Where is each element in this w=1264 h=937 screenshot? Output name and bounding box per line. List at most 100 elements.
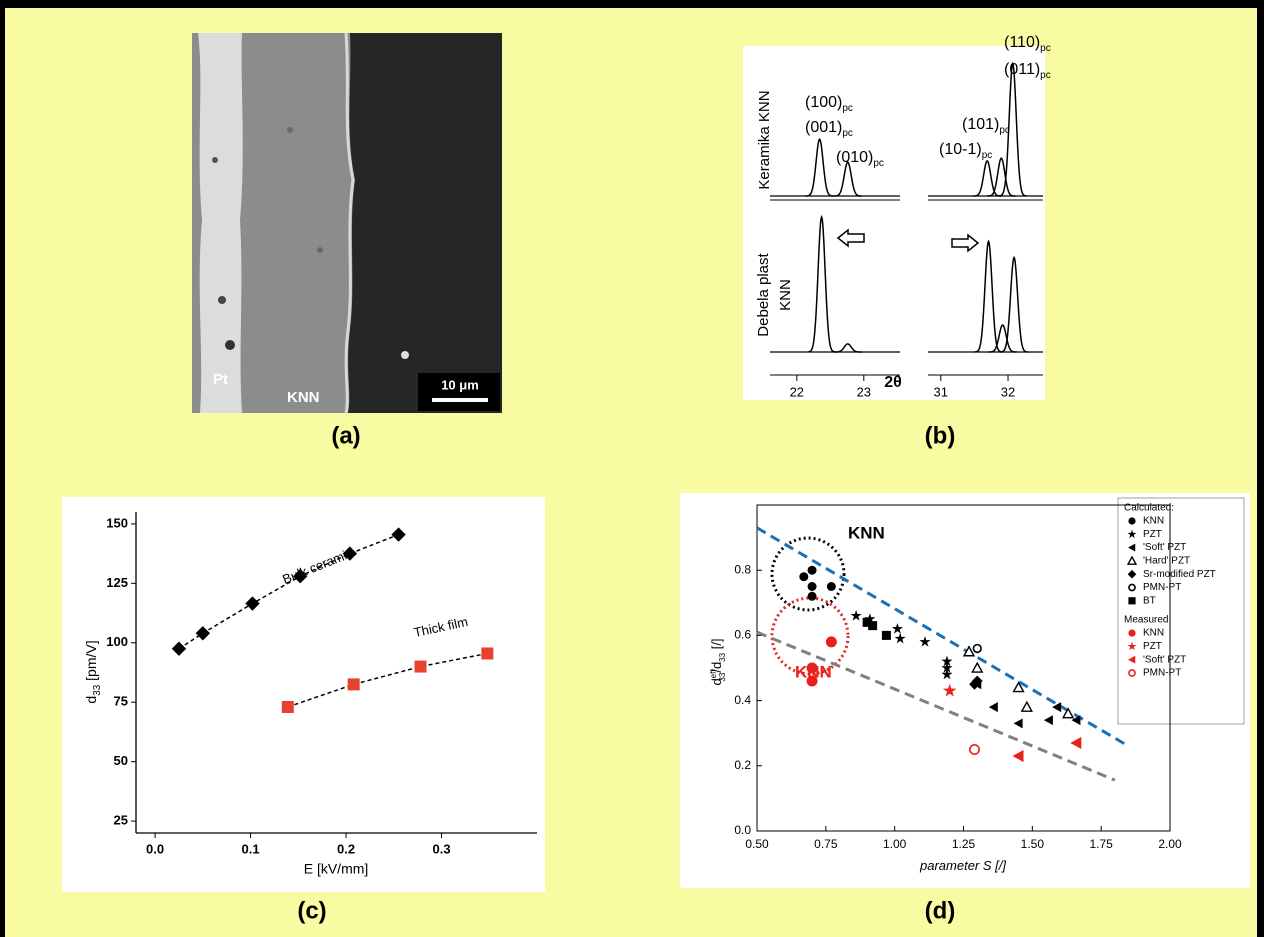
legend-marker	[1129, 584, 1135, 590]
legend	[1118, 498, 1244, 724]
figure: Pt KNN 10 μm (a) 22 23 31 32 Keramika KNN Deb…	[0, 0, 1264, 937]
y-tick-label: 75	[114, 694, 128, 709]
legend-marker	[1128, 517, 1135, 524]
marker	[826, 636, 837, 647]
legend-marker	[1129, 670, 1135, 676]
legend-label: 'Soft' PZT	[1143, 542, 1186, 553]
x-tick-label: 2.00	[1158, 837, 1182, 851]
legend-title: Calculated:	[1124, 503, 1174, 514]
x-axis-label: parameter S [/]	[919, 858, 1006, 873]
y-axis-label-part: [/]	[709, 638, 724, 652]
peak-label-part: pc	[873, 158, 884, 169]
peak-label-part: pc	[1040, 43, 1051, 54]
legend-label: KNN	[1143, 516, 1164, 527]
y-tick-label: 125	[106, 575, 128, 590]
peak-label-part: pc	[842, 103, 853, 114]
image-label: Pt	[213, 371, 228, 388]
scale-label: 10 μm	[441, 377, 479, 392]
legend-label: KNN	[1143, 628, 1164, 639]
annotation: KNN	[795, 662, 832, 681]
x-tick-label: 32	[1001, 384, 1015, 399]
legend-label: PMN-PT	[1143, 668, 1181, 679]
x-tick-label: 0.50	[745, 837, 769, 851]
marker	[868, 621, 877, 630]
x-axis-label-part: [/]	[992, 858, 1007, 873]
peak-label-part: pc	[1040, 70, 1051, 81]
peak-label-part: pc	[842, 128, 853, 139]
y-tick-label: 0.4	[734, 693, 751, 707]
caption: (c)	[297, 897, 326, 924]
marker	[808, 566, 817, 575]
peak-label-part: (10-1)	[939, 141, 982, 158]
x-tick-label: 22	[790, 384, 804, 399]
peak-label-part: pc	[999, 125, 1010, 136]
marker	[827, 582, 836, 591]
y-tick-label: 0.6	[734, 628, 751, 642]
y-tick-label: 0.2	[734, 758, 751, 772]
panel-b	[743, 46, 1045, 400]
x-axis-label-part: parameter	[919, 858, 983, 873]
peak-label-part: (010)	[836, 149, 873, 166]
marker	[808, 592, 817, 601]
marker	[799, 572, 808, 581]
peak-label-part: (001)	[805, 119, 842, 136]
x-axis-label: E [kV/mm]	[304, 861, 369, 877]
image-label: KNN	[287, 389, 320, 406]
y-tick-label: 25	[114, 813, 128, 828]
peak-label-part: (101)	[962, 116, 999, 133]
y-axis-label-part: /d	[709, 662, 724, 673]
x-tick-label: 0.1	[242, 841, 260, 856]
legend-label: PMN-PT	[1143, 582, 1181, 593]
legend-label: PZT	[1143, 529, 1162, 540]
row-label: Keramika KNN	[756, 90, 773, 189]
y-tick-label: 50	[114, 753, 128, 768]
caption: (a)	[331, 422, 360, 449]
x-tick-label: 0.3	[432, 841, 450, 856]
legend-label: BT	[1143, 595, 1156, 606]
x-tick-label: 23	[857, 384, 871, 399]
x-tick-label: 1.75	[1089, 837, 1113, 851]
y-tick-label: 100	[106, 634, 128, 649]
marker	[808, 582, 817, 591]
caption: (d)	[925, 897, 956, 924]
marker	[970, 745, 979, 754]
legend-marker	[1128, 630, 1135, 637]
peak-label-part: pc	[982, 150, 993, 161]
row-label: KNN	[777, 279, 794, 311]
sem-image: Pt KNN 10 μm	[192, 33, 502, 413]
caption: (b)	[925, 422, 956, 449]
y-tick-label: 0.8	[734, 562, 751, 576]
legend-label: Sr-modified PZT	[1143, 569, 1216, 580]
marker	[882, 631, 891, 640]
x-tick-label: 1.25	[952, 837, 976, 851]
legend-label: PZT	[1143, 641, 1162, 652]
peak-label-part: (011)	[1004, 61, 1040, 78]
marker	[282, 701, 294, 713]
peak-label-part: (100)	[805, 94, 842, 111]
y-tick-label: 0.0	[734, 823, 751, 837]
marker	[973, 645, 981, 653]
y-axis-label: deff33/d33 [/]	[709, 638, 727, 685]
x-tick-label: 1.00	[883, 837, 907, 851]
marker	[481, 647, 493, 659]
x-tick-label: 0.75	[814, 837, 838, 851]
legend-marker	[1128, 597, 1135, 604]
x-tick-label: 31	[934, 384, 948, 399]
row-label: Debela plast	[755, 252, 772, 336]
legend-label: 'Soft' PZT	[1143, 654, 1186, 665]
y-axis-label-part: 33	[92, 684, 103, 696]
legend-title: Measured:	[1124, 615, 1171, 626]
x-tick-label: 0.0	[146, 841, 164, 856]
peak-label-part: (110)	[1004, 34, 1040, 51]
y-tick-label: 150	[106, 515, 128, 530]
x-axis-label: 2θ	[884, 374, 902, 391]
annotation: KNN	[848, 523, 885, 542]
y-axis-label-part: d	[83, 696, 99, 704]
legend-label: 'Hard' PZT	[1143, 556, 1190, 567]
marker	[348, 678, 360, 690]
y-axis-label-part: [pm/V]	[83, 640, 99, 684]
x-tick-label: 0.2	[337, 841, 355, 856]
marker	[415, 661, 427, 673]
x-tick-label: 1.50	[1021, 837, 1045, 851]
page: Pt KNN 10 μm (a) 22 23 31 32 Keramika KNN Deb…	[0, 0, 1264, 937]
